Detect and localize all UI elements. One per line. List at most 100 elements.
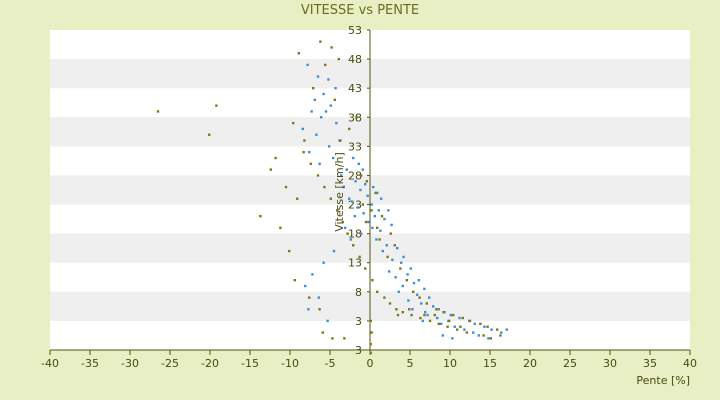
- data-point: [292, 121, 295, 125]
- data-point: [365, 180, 368, 183]
- data-point: [418, 296, 421, 299]
- y-axis: [367, 29, 371, 351]
- data-point: [259, 214, 262, 218]
- data-point: [310, 110, 313, 113]
- data-point: [380, 197, 383, 200]
- data-point: [341, 220, 344, 224]
- data-point: [428, 319, 432, 323]
- data-point: [421, 319, 424, 323]
- data-point: [380, 214, 384, 218]
- data-point: [437, 322, 440, 326]
- chart-title: VITESSE vs PENTE: [301, 3, 419, 18]
- data-point: [456, 328, 459, 331]
- x-tick-label: -10: [281, 357, 299, 370]
- data-point: [319, 40, 322, 43]
- data-point: [369, 319, 372, 323]
- data-point: [370, 209, 373, 212]
- data-point: [360, 232, 363, 235]
- x-tick-label: 0: [367, 357, 374, 370]
- data-point: [395, 308, 398, 311]
- data-point: [349, 238, 352, 241]
- data-point: [452, 313, 455, 317]
- data-point: [339, 139, 342, 142]
- data-point: [362, 212, 365, 215]
- data-point: [376, 226, 379, 230]
- data-point: [405, 278, 408, 282]
- data-point: [393, 244, 396, 247]
- x-tick-label: -35: [81, 357, 99, 370]
- x-tick-label: 10: [443, 357, 457, 370]
- data-point: [370, 331, 373, 334]
- data-point: [407, 299, 410, 302]
- data-point: [351, 200, 354, 203]
- y-tick-label: 3: [355, 344, 362, 357]
- data-point: [432, 305, 435, 308]
- x-tick-label: 25: [563, 357, 577, 370]
- data-point: [378, 238, 381, 241]
- data-point: [306, 63, 309, 67]
- data-point: [352, 156, 355, 160]
- data-point: [388, 270, 391, 273]
- data-point: [357, 162, 360, 166]
- data-point: [423, 313, 426, 317]
- data-point: [330, 46, 333, 49]
- data-point: [448, 319, 451, 323]
- data-point: [468, 319, 472, 323]
- data-point: [383, 296, 386, 299]
- data-point: [331, 337, 334, 340]
- data-point: [486, 325, 489, 328]
- data-point: [482, 334, 485, 337]
- data-point: [364, 182, 367, 186]
- data-point: [483, 325, 486, 328]
- data-point: [396, 313, 400, 317]
- data-point: [458, 316, 461, 320]
- data-point: [420, 302, 423, 305]
- data-point: [401, 284, 404, 288]
- x-tick-label: -20: [201, 357, 219, 370]
- data-point: [345, 168, 348, 171]
- data-point: [348, 127, 351, 131]
- data-point: [332, 156, 335, 160]
- data-point: [376, 191, 379, 195]
- y-tick-label: 48: [348, 53, 362, 66]
- data-point: [337, 57, 340, 61]
- data-point: [424, 310, 427, 314]
- data-point: [377, 209, 380, 212]
- data-point: [342, 185, 345, 189]
- data-point: [303, 139, 306, 142]
- data-point: [369, 351, 372, 355]
- data-point: [297, 52, 300, 55]
- y-tick-label: 43: [348, 82, 362, 95]
- data-point: [400, 261, 403, 264]
- data-point: [361, 168, 364, 171]
- data-point: [215, 104, 218, 107]
- data-point: [308, 296, 311, 299]
- data-point: [366, 194, 369, 198]
- x-axis: [49, 349, 691, 355]
- data-point: [361, 203, 364, 206]
- data-point: [332, 249, 336, 253]
- data-point: [318, 162, 321, 166]
- data-point: [326, 319, 329, 323]
- data-point: [324, 63, 327, 67]
- data-point: [472, 331, 475, 334]
- data-point: [433, 313, 436, 317]
- data-point: [327, 78, 330, 81]
- data-point: [412, 281, 416, 285]
- data-point: [441, 334, 444, 337]
- data-point: [346, 232, 349, 235]
- data-point: [344, 226, 347, 230]
- data-point: [367, 220, 370, 224]
- data-point: [451, 337, 454, 340]
- data-point: [311, 273, 314, 276]
- data-point: [417, 278, 420, 282]
- data-point: [473, 322, 476, 326]
- data-point: [387, 209, 390, 212]
- data-point: [411, 308, 414, 311]
- data-point: [423, 287, 426, 291]
- data-point: [465, 331, 468, 334]
- x-tick-label: 20: [523, 357, 537, 370]
- data-point: [284, 185, 288, 189]
- data-point: [399, 267, 402, 270]
- data-point: [419, 316, 422, 320]
